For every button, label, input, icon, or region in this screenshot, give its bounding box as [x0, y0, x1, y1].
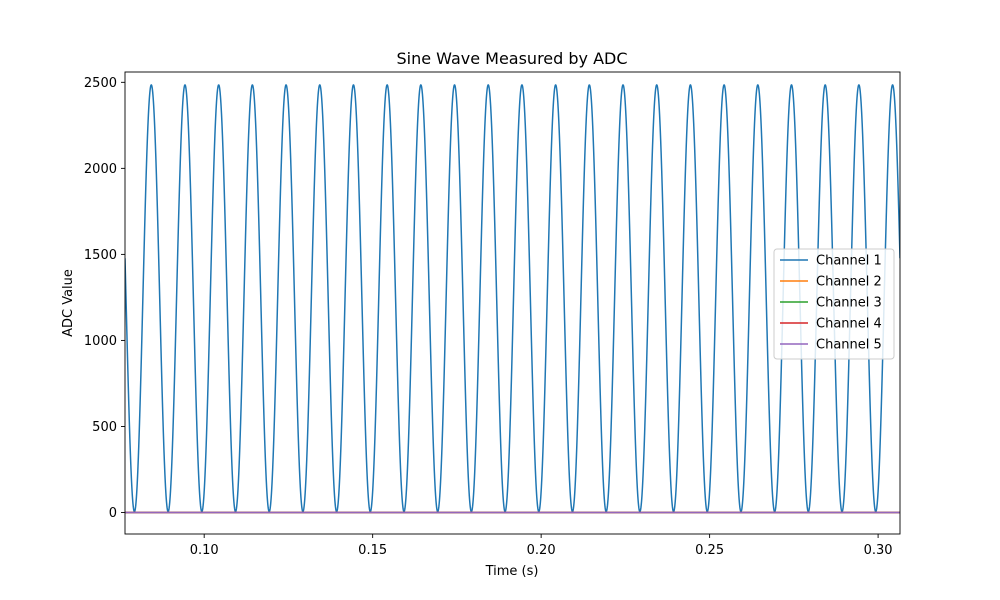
x-tick-label: 0.10: [190, 543, 219, 558]
legend-label-5: Channel 5: [816, 338, 882, 353]
legend-label-1: Channel 1: [816, 254, 882, 269]
chart-title: Sine Wave Measured by ADC: [396, 49, 627, 68]
axes: 0.10 0.15 0.20 0.25 0.30 0 500 1000 1500 2000 2500: [84, 71, 901, 558]
plot-area: [125, 84, 900, 514]
y-tick-label: 500: [92, 420, 117, 435]
x-tick-label: 0.25: [695, 543, 724, 558]
x-tick-label: 0.30: [864, 543, 893, 558]
y-tick-label: 1500: [84, 248, 117, 263]
y-tick-label: 0: [109, 506, 117, 521]
series-group: [125, 84, 900, 514]
x-tick-label: 0.15: [358, 543, 387, 558]
legend: Channel 1 Channel 2 Channel 3 Channel 4 Chan…: [773, 248, 895, 360]
legend-label-2: Channel 2: [816, 275, 882, 290]
y-tick-label: 2000: [84, 162, 117, 177]
x-tick-label: 0.20: [527, 543, 556, 558]
legend-label-3: Channel 3: [816, 296, 882, 311]
legend-label-4: Channel 4: [816, 317, 882, 332]
legend-box: [773, 248, 895, 360]
x-axis-label: Time (s): [485, 564, 539, 579]
series-line-1: [125, 84, 900, 513]
axes-frame: [124, 71, 901, 535]
y-tick-label: 1000: [84, 334, 117, 349]
y-axis-label: ADC Value: [61, 269, 76, 337]
y-tick-label: 2500: [84, 76, 117, 91]
